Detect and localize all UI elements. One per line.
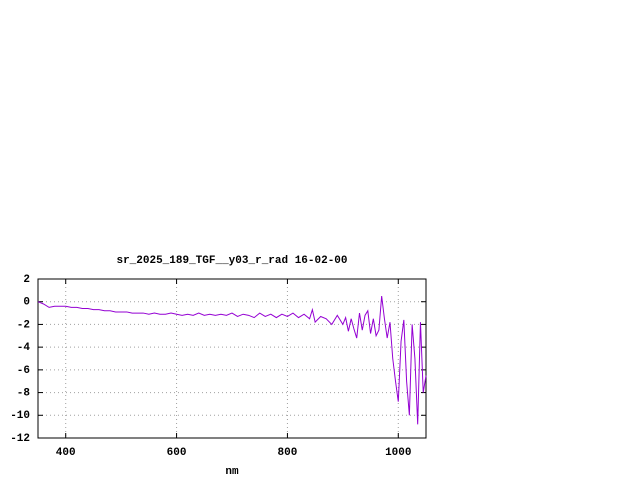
y-tick-label: -4 bbox=[17, 342, 31, 354]
x-tick-label: 800 bbox=[278, 447, 298, 459]
y-tick-label: 2 bbox=[23, 274, 30, 286]
y-tick-label: 0 bbox=[23, 297, 30, 309]
y-tick-label: -8 bbox=[17, 387, 31, 399]
x-tick-label: 400 bbox=[56, 447, 76, 459]
chart-title: sr_2025_189_TGF__y03_r_rad 16-02-00 bbox=[116, 255, 347, 267]
x-tick-label: 600 bbox=[167, 447, 187, 459]
x-tick-label: 1000 bbox=[385, 447, 411, 459]
y-tick-label: -12 bbox=[10, 433, 30, 445]
plot-border bbox=[37, 278, 427, 439]
x-axis-label: nm bbox=[225, 466, 239, 478]
y-tick-label: -6 bbox=[17, 365, 30, 377]
data-line bbox=[37, 295, 427, 425]
y-tick-label: -10 bbox=[10, 410, 30, 422]
y-tick-label: -2 bbox=[17, 319, 30, 331]
